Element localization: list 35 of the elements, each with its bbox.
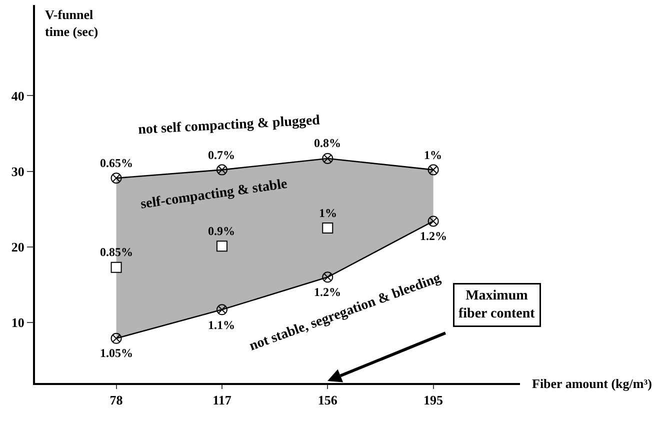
x-tick-label: 156 (318, 392, 338, 408)
point (216, 304, 228, 316)
x-tick-label: 195 (424, 392, 444, 408)
annotation: not self compacting & plugged (138, 113, 320, 138)
y-axis-title: V-funnel time (sec) (45, 7, 98, 39)
point (428, 216, 439, 227)
annotation: 1% (424, 148, 442, 162)
y-tick-label: 40 (11, 88, 24, 104)
annotation: 1.1% (208, 318, 235, 332)
annotation: 0.8% (314, 136, 341, 150)
y-tick-label: 10 (11, 315, 24, 330)
annotation: 0.9% (208, 224, 235, 238)
point (110, 262, 122, 273)
x-tick-label: 117 (212, 392, 232, 408)
annotation: 0.85% (100, 245, 133, 259)
point (322, 152, 334, 164)
x-axis-title: Fiber amount (kg/m³) (532, 376, 652, 391)
y-tick-label: 30 (11, 164, 24, 179)
y-tick-label: 20 (11, 239, 24, 254)
point (322, 222, 334, 234)
annotation: 1.05% (100, 346, 133, 360)
point (110, 172, 122, 184)
annotation: 0.65% (100, 156, 133, 170)
annotation: Maximum fiber content (458, 288, 536, 322)
point (110, 332, 122, 344)
annotation: 0.7% (208, 148, 235, 162)
x-tick-label: 78 (110, 392, 124, 408)
annotation: 1.2% (314, 285, 341, 299)
annotation: 1% (319, 206, 337, 220)
point (216, 240, 228, 252)
point (216, 164, 228, 176)
point (428, 164, 439, 176)
annotation: self-compacting & stable (140, 176, 288, 212)
annotation: 1.2% (420, 229, 447, 243)
point (322, 272, 334, 283)
